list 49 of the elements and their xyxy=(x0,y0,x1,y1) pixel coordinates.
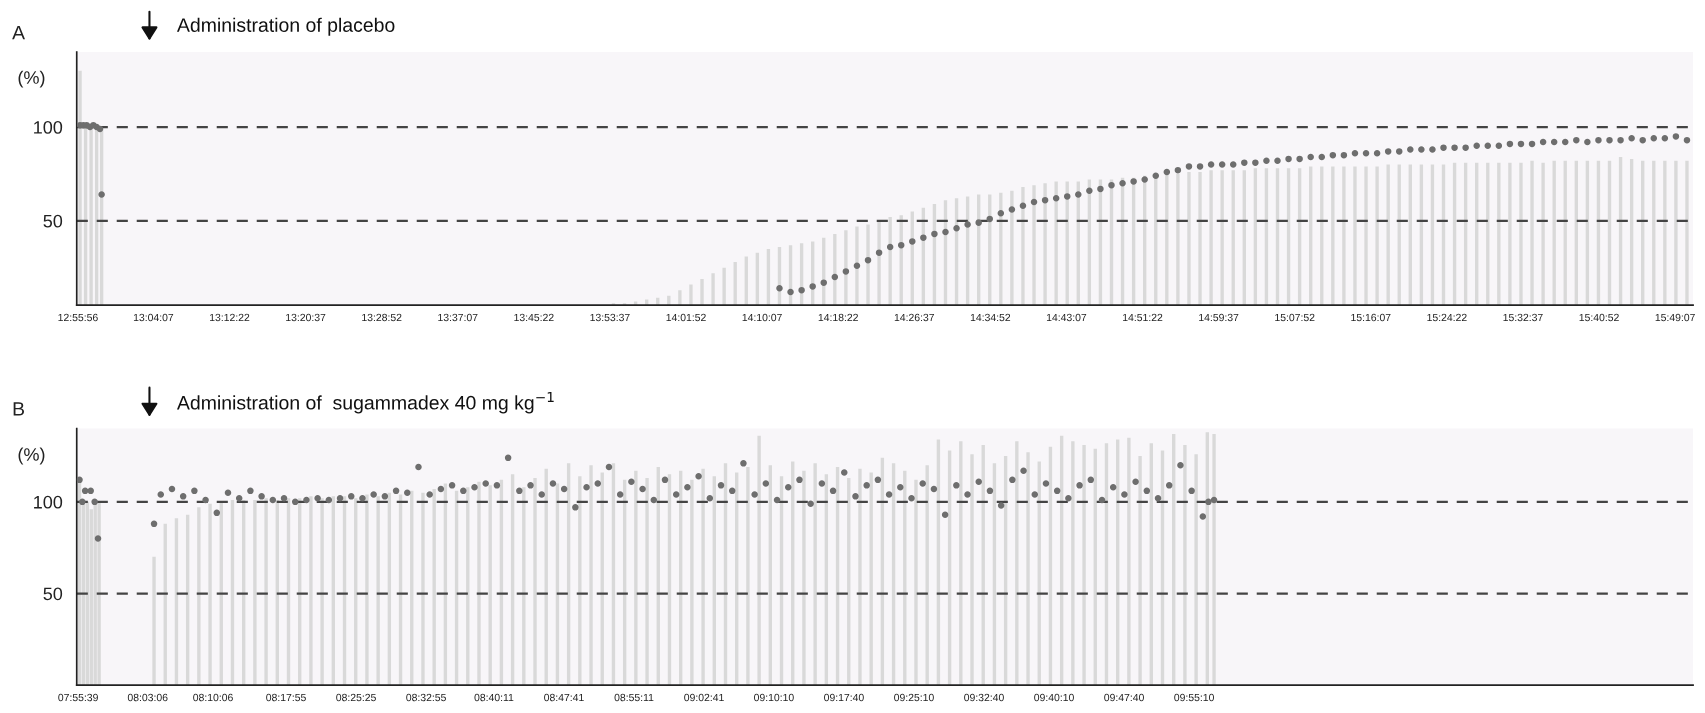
x-tick-label: 14:01:52 xyxy=(666,313,706,322)
chart-title: Administration of placebo xyxy=(176,17,395,36)
x-tick-label: 08:10:06 xyxy=(193,693,233,702)
x-tick-label: 13:53:37 xyxy=(590,313,630,322)
x-tick-label: 09:02:41 xyxy=(684,693,724,702)
text: A xyxy=(12,25,25,40)
x-tick-label: 14:59:37 xyxy=(1199,313,1239,322)
y-tick-label: 100 xyxy=(34,120,63,134)
x-tick-label: 14:18:22 xyxy=(818,313,858,322)
y-tick-label: 50 xyxy=(43,214,63,228)
x-tick-label: 15:16:07 xyxy=(1351,313,1391,322)
x-tick-label: 07:55:39 xyxy=(58,693,98,702)
y-axis-title: (%) xyxy=(18,70,45,88)
x-tick-label: 08:25:25 xyxy=(336,693,376,702)
x-tick-label: 08:55:11 xyxy=(614,693,654,702)
x-tick-label: 08:47:41 xyxy=(544,693,584,702)
x-tick-label: 14:43:07 xyxy=(1046,313,1087,322)
x-tick-label: 13:45:22 xyxy=(514,313,554,322)
x-tick-label: 09:40:10 xyxy=(1034,693,1074,702)
x-tick-label: 15:40:52 xyxy=(1579,313,1619,322)
x-tick-label: 09:10:10 xyxy=(754,693,794,702)
x-tick-label: 08:03:06 xyxy=(127,693,168,702)
x-tick-label: 09:47:40 xyxy=(1104,693,1144,702)
x-tick-label: 13:37:07 xyxy=(438,313,478,322)
x-tick-label: 14:51:22 xyxy=(1123,313,1163,322)
x-tick-label: 08:40:11 xyxy=(474,693,514,702)
x-tick-label: 14:26:37 xyxy=(894,313,935,322)
x-tick-label: 14:10:07 xyxy=(742,313,782,322)
x-tick-label: 09:25:10 xyxy=(894,693,934,702)
x-tick-label: 15:32:37 xyxy=(1503,313,1543,322)
x-tick-label: 13:12:22 xyxy=(210,313,250,322)
x-tick-label: 15:49:07 xyxy=(1655,313,1695,322)
x-tick-label: 09:17:40 xyxy=(824,693,864,702)
x-tick-label: 09:55:10 xyxy=(1174,693,1214,702)
x-tick-label: 08:17:55 xyxy=(266,693,306,702)
y-axis-title: (%) xyxy=(18,447,45,465)
x-tick-label: 09:32:40 xyxy=(964,693,1004,702)
x-tick-label: 13:04:07 xyxy=(133,313,174,322)
text: B xyxy=(13,402,25,416)
x-tick-label: 13:20:37 xyxy=(286,313,326,322)
x-tick-label: 08:32:55 xyxy=(406,693,446,702)
chart-title: Administration of sugammadex 40 mg kg$^{−1}$ xyxy=(176,392,554,414)
x-tick-label: 13:28:52 xyxy=(362,313,402,322)
y-tick-label: 100 xyxy=(34,495,63,509)
x-tick-label: 14:34:52 xyxy=(970,313,1011,322)
y-tick-label: 50 xyxy=(43,587,63,601)
x-tick-label: 12:55:56 xyxy=(58,313,98,322)
x-tick-label: 15:07:52 xyxy=(1275,313,1315,322)
x-tick-label: 15:24:22 xyxy=(1427,313,1467,322)
